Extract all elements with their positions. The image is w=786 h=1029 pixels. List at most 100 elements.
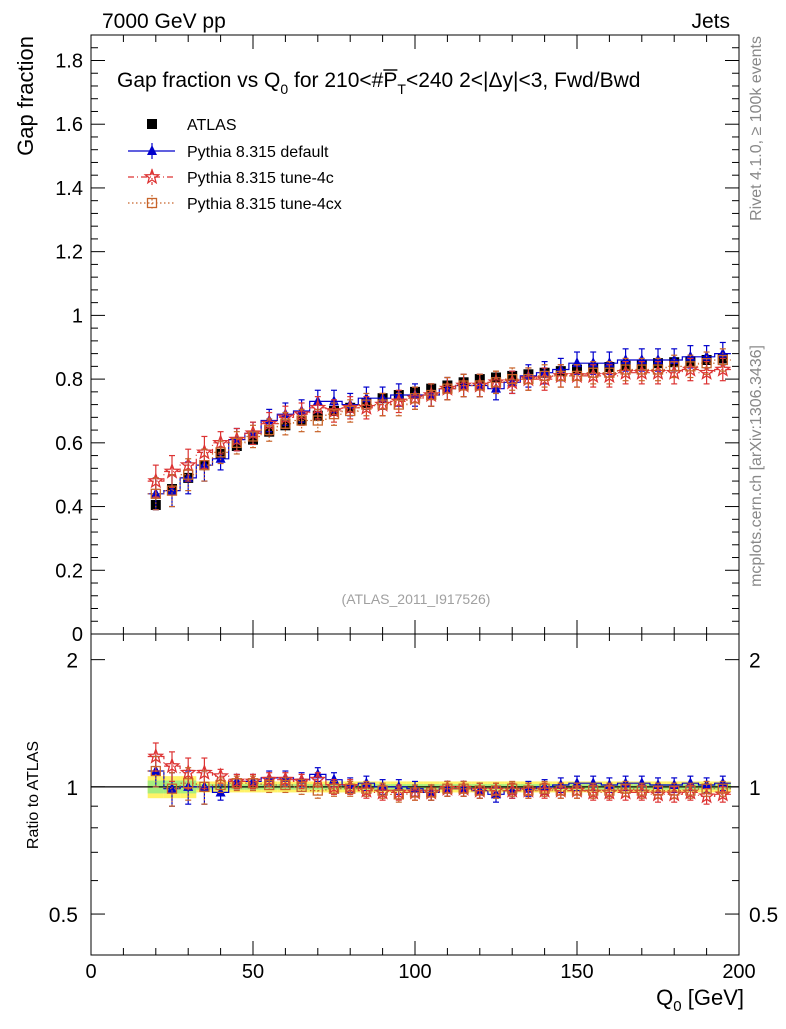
data-point-open-square [409,393,421,404]
data-point-open-square [442,783,453,794]
x-tick-label: 200 [722,961,755,983]
legend-item: Pythia 8.315 tune-4cx [128,195,342,213]
rivet-version-label: Rivet 4.1.0, ≥ 100k events [748,36,765,221]
data-point-star [143,168,161,185]
data-point-open-square [215,779,226,791]
ratio-y-label: Ratio to ATLAS [25,741,42,849]
data-point-open-square [361,783,372,794]
x-label-unit: [GeV] [682,985,744,1010]
data-point-open-square [296,415,307,426]
ratio-y-tick-label: 2 [66,650,78,673]
main-y-tick-label: 1 [72,305,83,327]
data-point-open-square [183,469,194,480]
data-point-open-square [247,431,259,442]
data-point-open-square [717,783,728,794]
data-point-star [147,472,165,489]
energy-label: 7000 GeV pp [102,10,226,33]
data-point-open-square [426,389,437,401]
main-y-tick-label: 0 [72,624,83,646]
data-point-open-square [474,785,485,796]
data-point-open-square [199,459,210,471]
data-point-open-square [393,399,404,410]
data-point-open-square [636,785,647,796]
data-point-open-square [571,785,583,796]
data-point-triangle [215,452,226,463]
series-line [147,359,731,495]
category-label: Jets [691,10,730,33]
data-point-open-square [604,367,615,378]
data-point-open-square [345,783,356,794]
data-point-open-square [701,783,712,794]
data-point-open-square [150,765,161,777]
data-point-open-square [458,380,469,391]
data-point-open-square [361,399,372,410]
title-prefix: Gap fraction vs Q [117,69,280,92]
data-point-star [195,443,213,460]
data-point-open-square [523,785,534,796]
legend-label: Pythia 8.315 tune-4cx [187,196,342,213]
data-point-open-square [588,367,599,378]
data-point-triangle [147,145,157,155]
data-point-open-square [507,373,518,385]
data-point-open-square [199,781,210,792]
ratio-y-tick-label-right: 2 [749,650,761,673]
main-y-tick-label: 1.4 [55,178,83,200]
data-point-open-square [652,785,664,796]
data-point-open-square [215,447,226,458]
series-pythia-8-315-tune-4c [147,357,732,498]
legend-label: ATLAS [187,117,237,134]
data-point-open-square [620,364,631,375]
data-point-open-square [442,383,453,394]
legend-label: Pythia 8.315 tune-4c [187,170,334,187]
series-line [147,755,731,797]
data-point-open-square [345,405,356,417]
main-y-tick-label: 1.2 [55,242,83,264]
data-point-open-square [490,785,502,796]
analysis-watermark: (ATLAS_2011_I917526) [342,591,491,607]
legend-item: Pythia 8.315 tune-4c [128,168,334,187]
data-point-open-square [183,778,194,789]
data-point-open-square [474,380,485,391]
data-point-open-square [507,783,518,794]
legend: ATLAS Pythia 8.315 default Pythia 8.315 tu… [128,117,342,213]
data-point-open-square [264,779,275,791]
data-point-open-square [393,789,404,800]
x-axis-label: Q0 [GeV] [656,985,744,1015]
main-y-tick-label: 0.2 [55,560,83,582]
main-y-tick-label: 0.8 [55,369,83,391]
data-point-open-square [166,783,178,794]
data-point-open-square [701,358,712,369]
legend-item: Pythia 8.315 default [128,143,329,161]
series-pythia-8-315-tune-4cx [147,348,731,511]
series-pythia-8-315-tune-4cx [147,755,731,807]
ratio-y-tick-label-right: 1 [749,777,761,800]
data-point-open-square [146,197,158,209]
data-point-open-square [555,370,566,382]
ratio-y-tick-label: 0.5 [49,904,78,927]
data-point-open-square [426,787,437,798]
data-point-open-square [312,785,323,796]
data-point-open-square [490,377,502,388]
data-point-open-square [280,418,291,429]
data-point-open-square [604,785,615,796]
data-point-open-square [280,779,291,791]
main-y-tick-label: 0.6 [55,433,83,455]
data-point-open-square [458,783,469,794]
data-point-star [714,360,732,377]
ratio-y-tick-label-right: 0.5 [749,904,778,927]
legend-label: Pythia 8.315 default [187,144,329,161]
source-label: mcplots.cern.ch [arXiv:1306.3436] [748,345,765,587]
data-point-open-square [555,785,566,796]
main-title: Gap fraction vs Q0 for 210<#PT<240 2<|Δy… [117,69,640,97]
data-point-open-square [523,373,534,385]
title-pbar: P [383,69,397,92]
title-sub-t: T [397,81,406,97]
x-label-main: Q [656,985,673,1010]
data-point-open-square [669,361,680,372]
data-point-open-square [588,785,599,796]
main-y-tick-label: 1.6 [55,114,83,136]
data-point-open-square [150,488,161,499]
x-tick-label: 50 [242,961,264,983]
series-line [147,368,731,482]
main-series-group [147,341,732,511]
